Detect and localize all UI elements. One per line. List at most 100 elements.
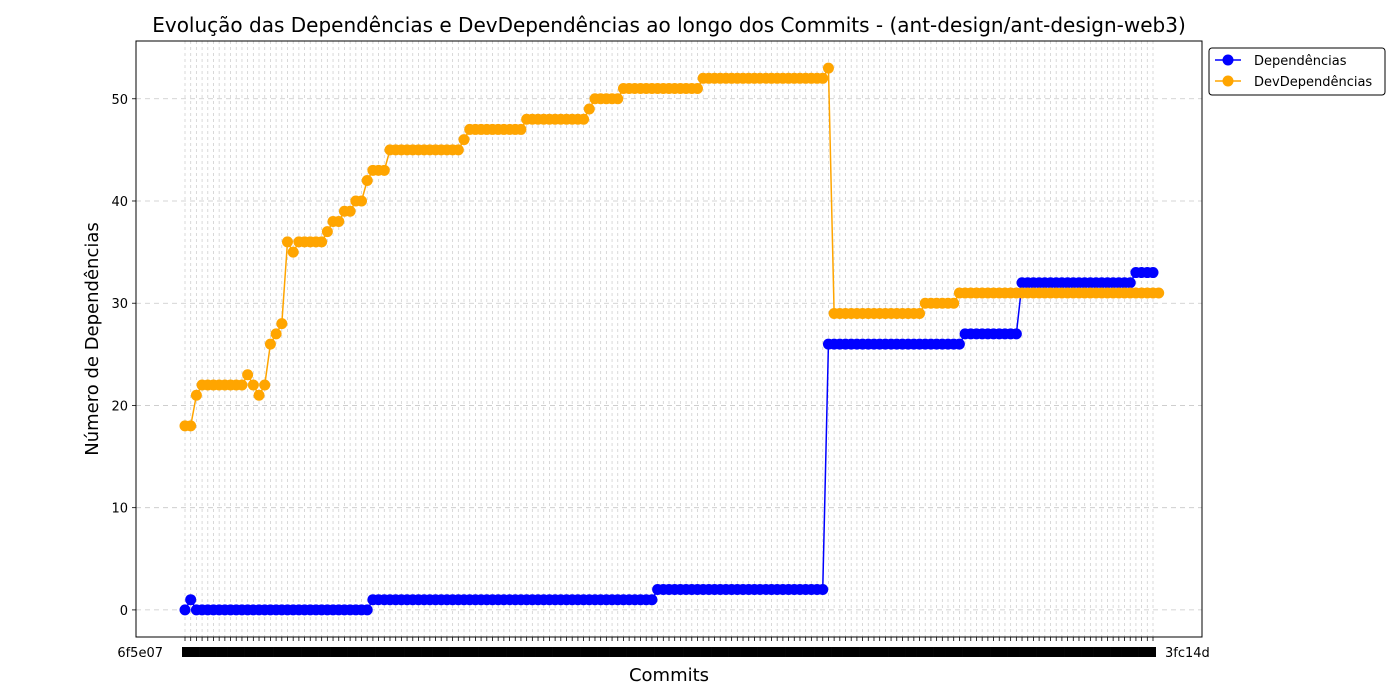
- x-tick-label-overlap: [347, 647, 354, 657]
- x-tick-label-overlap: [461, 647, 468, 657]
- x-tick-label-overlap: [301, 647, 308, 657]
- data-point-devdependencias: [316, 236, 328, 248]
- x-tick-label-overlap: [586, 647, 593, 657]
- x-tick-label-overlap: [307, 647, 314, 657]
- series-dependencias: [179, 267, 1159, 616]
- x-tick-label-overlap: [335, 647, 342, 657]
- x-tick-label-overlap: [415, 647, 422, 657]
- x-tick-label-overlap: [512, 647, 519, 657]
- x-tick-label-overlap: [1150, 647, 1156, 657]
- x-tick-label-overlap: [945, 647, 952, 657]
- x-tick-label-overlap: [876, 647, 883, 657]
- x-tick-label-overlap: [700, 647, 707, 657]
- x-tick-label-overlap: [671, 647, 678, 657]
- x-tick-label-overlap: [330, 647, 337, 657]
- x-tick-label-overlap: [751, 647, 758, 657]
- x-tick-label-overlap: [199, 647, 206, 657]
- x-tick-label-overlap: [1064, 647, 1071, 657]
- x-tick-label-overlap: [369, 647, 376, 657]
- x-tick-label-overlap: [848, 647, 855, 657]
- x-tick-label-overlap: [1081, 647, 1088, 657]
- x-tick-label-overlap: [182, 647, 188, 657]
- x-tick-label-overlap: [865, 647, 872, 657]
- x-tick-label-overlap: [1024, 647, 1031, 657]
- x-tick-label-overlap: [626, 647, 633, 657]
- x-tick-label-overlap: [1087, 647, 1094, 657]
- x-tick-label-overlap: [386, 647, 393, 657]
- x-tick-label-overlap: [637, 647, 644, 657]
- data-point-devdependencias: [190, 389, 202, 401]
- x-tick-label-overlap: [358, 647, 365, 657]
- x-tick-label-overlap: [421, 647, 428, 657]
- x-tick-label-overlap: [193, 647, 200, 657]
- x-tick-label-overlap: [546, 647, 553, 657]
- data-point-dependencias: [185, 594, 197, 606]
- x-tick-label-overlap: [791, 647, 798, 657]
- x-tick-label-overlap: [717, 647, 724, 657]
- x-tick-label-overlap: [643, 647, 650, 657]
- x-tick-label-overlap: [187, 647, 194, 657]
- x-tick-label-overlap: [705, 647, 712, 657]
- x-tick-label-overlap: [967, 647, 974, 657]
- x-tick-label-overlap: [1075, 647, 1082, 657]
- x-tick-label-overlap: [1041, 647, 1048, 657]
- x-tick-label-overlap: [609, 647, 616, 657]
- x-tick-label-overlap: [478, 647, 485, 657]
- x-tick-label-overlap: [1036, 647, 1043, 657]
- x-tick-label-overlap: [557, 647, 564, 657]
- x-tick-label-overlap: [489, 647, 496, 657]
- x-tick-label-overlap: [1127, 647, 1134, 657]
- series-layer: [179, 62, 1165, 616]
- x-tick-label-overlap: [899, 647, 906, 657]
- x-tick-label-overlap: [517, 647, 524, 657]
- x-tick-label-overlap: [563, 647, 570, 657]
- y-tick-label: 30: [111, 297, 128, 312]
- x-tick-label-overlap: [648, 647, 655, 657]
- x-tick-label-overlap: [603, 647, 610, 657]
- x-tick-label-overlap: [523, 647, 530, 657]
- x-tick-label-overlap: [472, 647, 479, 657]
- x-tick-label-overlap: [1110, 647, 1117, 657]
- x-tick-label-overlap: [859, 647, 866, 657]
- x-tick-label-overlap: [956, 647, 963, 657]
- y-tick-label: 0: [120, 604, 128, 619]
- x-tick-label-overlap: [432, 647, 439, 657]
- data-point-dependencias: [646, 594, 658, 606]
- x-tick-label-overlap: [250, 647, 257, 657]
- y-axis-ticks: 0 10 20 30 40 50: [111, 93, 136, 619]
- data-point-devdependencias: [321, 226, 333, 238]
- x-tick-label-overlap: [381, 647, 388, 657]
- data-point-devdependencias: [948, 297, 960, 309]
- data-point-dependencias: [953, 338, 965, 350]
- chart-title: Evolução das Dependências e DevDependênc…: [152, 13, 1186, 37]
- x-tick-label-overlap: [694, 647, 701, 657]
- x-tick-label-overlap: [819, 647, 826, 657]
- x-tick-label-overlap: [438, 647, 445, 657]
- data-point-dependencias: [361, 604, 373, 616]
- x-tick-label-overlap: [267, 647, 274, 657]
- x-tick-label-overlap: [779, 647, 786, 657]
- x-tick-label-overlap: [500, 647, 507, 657]
- x-tick-label-overlap: [870, 647, 877, 657]
- x-tick-label-overlap: [210, 647, 217, 657]
- x-tick-label-overlap: [227, 647, 234, 657]
- y-tick-label: 50: [111, 93, 128, 108]
- x-tick-label-overlap: [1001, 647, 1008, 657]
- x-tick-label-overlap: [495, 647, 502, 657]
- x-tick-label-overlap: [535, 647, 542, 657]
- x-tick-label-overlap: [762, 647, 769, 657]
- x-tick-label-overlap: [620, 647, 627, 657]
- x-tick-label-overlap: [888, 647, 895, 657]
- data-point-devdependencias: [344, 205, 356, 217]
- x-axis-ticks: 6f5e07 3fc14d: [117, 637, 1210, 661]
- x-tick-label-overlap: [990, 647, 997, 657]
- grid: [136, 41, 1202, 637]
- x-tick-label-overlap: [831, 647, 838, 657]
- data-point-devdependencias: [452, 144, 464, 156]
- x-tick-label-overlap: [341, 647, 348, 657]
- x-tick-label-overlap: [552, 647, 559, 657]
- x-tick-label-overlap: [1019, 647, 1026, 657]
- x-tick-label-overlap: [683, 647, 690, 657]
- x-tick-label-overlap: [1013, 647, 1020, 657]
